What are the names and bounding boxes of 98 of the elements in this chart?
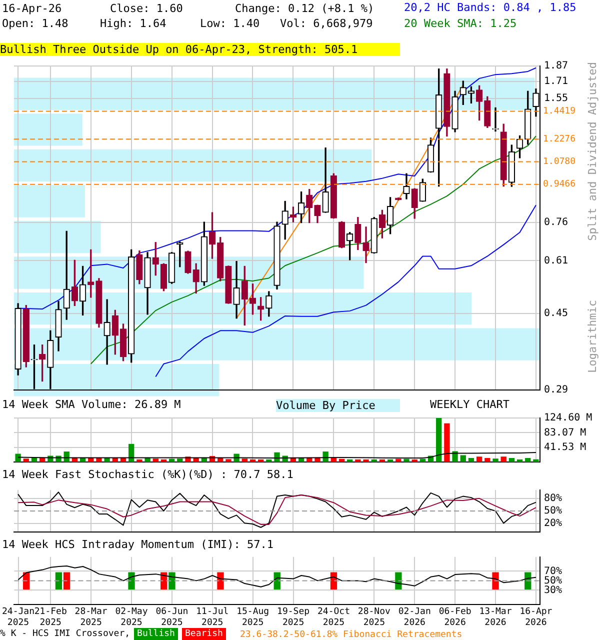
bar [226, 459, 232, 462]
bar [338, 458, 345, 462]
bar [492, 458, 498, 462]
bar [23, 458, 29, 462]
chart-title: Bullish Three Outside Up on 06-Apr-23, Strength: 505.1 [0, 43, 400, 56]
bar [274, 452, 280, 462]
bar [160, 459, 167, 462]
annotation: WEEKLY CHART [430, 398, 510, 411]
text: 23.6-38.2-50-61.8% Fibonacci Retracements [240, 629, 462, 640]
text: Bearish [182, 628, 226, 640]
y-tick-label: 1.87 [544, 60, 568, 72]
bar [444, 423, 450, 462]
text: High: 1.64 [100, 17, 166, 30]
ref-line-label: 1.2276 [543, 134, 576, 145]
bar [15, 454, 21, 462]
y-tick-label: 20% [544, 518, 562, 530]
x-tick-label: 06-Jun 2025 [156, 607, 188, 628]
y-tick-label: 0.45 [544, 308, 568, 320]
bar [355, 459, 361, 462]
x-tick-label: 16-Apr 2026 [520, 607, 553, 628]
bar [420, 458, 426, 462]
y-tick-label: 50% [544, 575, 562, 586]
x-tick-label: 15-Aug 2025 [236, 607, 270, 628]
bar [452, 451, 458, 462]
bar [136, 459, 142, 462]
bar [525, 458, 531, 462]
bar [266, 459, 272, 462]
chart-title: 14 Week Fast Stochastic (%K)(%D) : 70.7 58.1 [2, 468, 294, 481]
text: 16-Apr-26 [2, 2, 62, 15]
bar [14, 185, 86, 218]
bar [533, 459, 539, 462]
candlestick [104, 299, 110, 365]
x-tick-label: 13-Mar 2026 [479, 607, 512, 628]
x-tick-label: 19-Sep 2025 [277, 607, 310, 628]
bar [484, 458, 490, 462]
y-tick-label: 124.60 M [544, 412, 592, 424]
x-tick-label: 11-Jul 2025 [196, 607, 229, 628]
bar [14, 114, 82, 146]
chart-title: 14 Week SMA Volume: 26.89 M [2, 398, 181, 411]
bar [371, 459, 377, 462]
y-tick-label: 1.55 [544, 93, 568, 104]
y-tick-label: 0.61 [544, 255, 568, 266]
ref-line-label: 0.9466 [543, 180, 576, 190]
candlestick [362, 226, 370, 264]
text: Change: 0.12 (+8.1 %) [235, 2, 374, 15]
text: Split and Dividend Adjusted [586, 62, 599, 241]
x-tick-label: 28-Nov 2025 [358, 607, 390, 628]
y-tick-label: 41.53 M [544, 442, 586, 453]
text: Open: 1.48 [2, 17, 68, 30]
ref-line-label: 1.4419 [543, 106, 576, 117]
y-tick-label: 30% [544, 584, 562, 596]
bar [322, 452, 328, 462]
text: Close: 1.60 [110, 2, 183, 15]
text: Volume By Price [276, 399, 400, 412]
x-tick-label: 21-Feb 2025 [34, 607, 67, 628]
bar [128, 444, 134, 462]
y-tick-label: 0.76 [544, 217, 568, 228]
bar [387, 459, 394, 462]
y-tick-label: 80% [544, 492, 562, 504]
bar [500, 456, 506, 462]
bar [476, 456, 482, 462]
y-tick-label: 83.07 M [544, 427, 586, 438]
y-tick-label: 70% [544, 566, 562, 577]
bar [460, 455, 466, 462]
bar [412, 459, 418, 462]
text: 20 Week SMA: 1.25 [404, 17, 518, 30]
ref-line-label: 1.0780 [543, 157, 576, 168]
bar [516, 459, 523, 462]
bar [436, 418, 442, 462]
x-tick-label: 24-Oct 2025 [317, 607, 350, 628]
text: Bullish [134, 628, 178, 640]
x-tick-label: 06-Feb 2026 [438, 607, 472, 628]
bar [363, 459, 369, 462]
bar [152, 458, 158, 462]
y-tick-label: 0.29 [544, 384, 568, 396]
bar [258, 459, 264, 462]
bar [177, 458, 183, 462]
bar [379, 459, 386, 462]
bar [396, 458, 402, 462]
bar [404, 458, 410, 462]
bar [508, 458, 515, 462]
text: Vol: 6,668,979 [280, 17, 373, 30]
y-tick-label: 50% [544, 506, 562, 517]
x-tick-label: 02-May 2025 [115, 607, 148, 628]
bar [250, 459, 256, 462]
text: Low: 1.40 [200, 17, 260, 30]
legend-title: % K - HCS IMI Crossover, [0, 628, 130, 640]
bar [468, 458, 474, 462]
bar [347, 459, 353, 462]
bar [242, 458, 248, 462]
chart-title: 14 Week HCS Intraday Momentum (IMI): 57.1 [2, 538, 274, 551]
text: 20,2 HC Bands: 0.84 , 1.85 [404, 1, 576, 14]
x-tick-label: 24-Jan 2025 [2, 607, 35, 628]
x-tick-label: 28-Mar 2025 [74, 607, 108, 628]
y-tick-label: 1.71 [544, 76, 568, 88]
x-tick-label: 02-Jan 2026 [398, 607, 431, 628]
bar [168, 458, 175, 462]
text: Logarithmic [586, 300, 599, 373]
